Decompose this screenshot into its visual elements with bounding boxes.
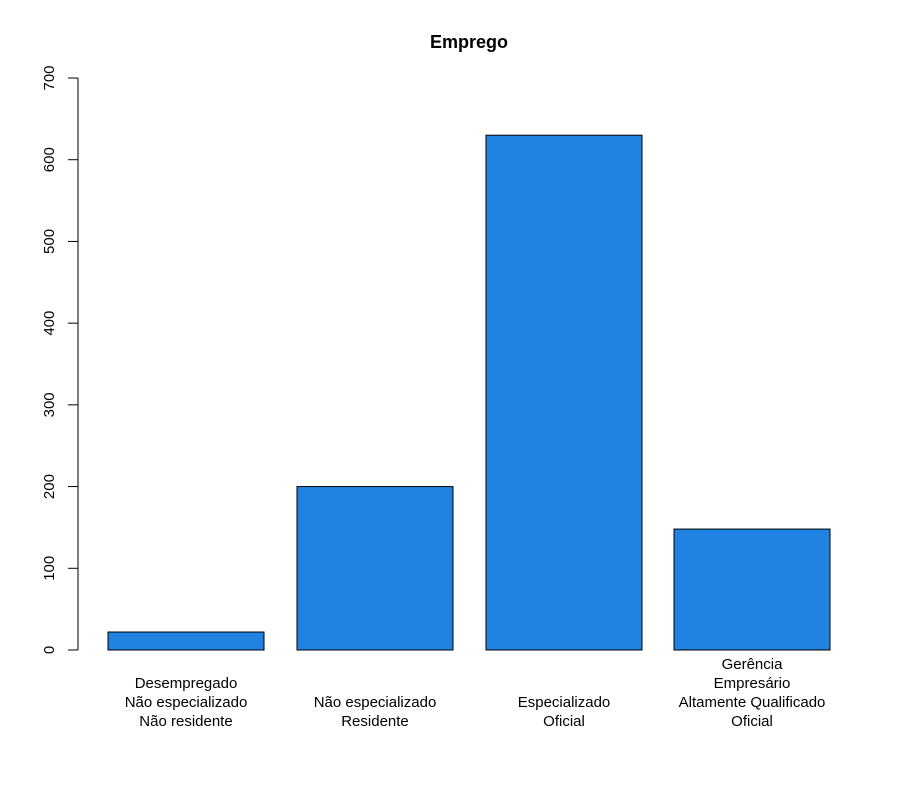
bar <box>485 134 643 651</box>
y-tick-label: 500 <box>41 229 58 254</box>
y-tick-label: 700 <box>41 65 58 90</box>
x-tick-label-line: Desempregado <box>135 675 238 692</box>
chart-title: Emprego <box>430 32 508 52</box>
y-tick-label: 100 <box>41 556 58 581</box>
x-tick-label: Desempregado Não especializado Não residen… <box>125 675 248 730</box>
x-tick-label-line: Oficial <box>731 713 773 730</box>
y-tick-label: 200 <box>41 474 58 499</box>
x-tick-label-line: Altamente Qualificado <box>679 694 826 711</box>
y-axis: 0 100 200 300 400 500 600 700 <box>41 65 79 654</box>
x-tick-label-line: Gerência <box>722 656 784 673</box>
y-tick-label: 400 <box>41 311 58 336</box>
bar <box>107 631 265 651</box>
y-tick-label: 600 <box>41 147 58 172</box>
x-tick-label-line: Não especializado <box>125 694 248 711</box>
bar <box>296 486 454 651</box>
x-tick-label-line: Especializado <box>518 694 611 711</box>
x-tick-label-line: Oficial <box>543 713 585 730</box>
x-tick-label-line: Não residente <box>139 713 232 730</box>
x-axis-labels: Desempregado Não especializado Não residen… <box>125 656 826 730</box>
y-tick-label: 300 <box>41 392 58 417</box>
y-tick-label: 0 <box>41 646 58 654</box>
bar <box>673 528 831 651</box>
bars <box>107 134 831 651</box>
x-tick-label-line: Não especializado <box>314 694 437 711</box>
x-tick-label-line: Empresário <box>714 675 791 692</box>
x-tick-label: Gerência Empresário Altamente Qualificado O… <box>679 656 826 730</box>
x-tick-label: Não especializado Residente <box>314 694 437 730</box>
x-tick-label: Especializado Oficial <box>518 694 611 730</box>
x-tick-label-line: Residente <box>341 713 409 730</box>
